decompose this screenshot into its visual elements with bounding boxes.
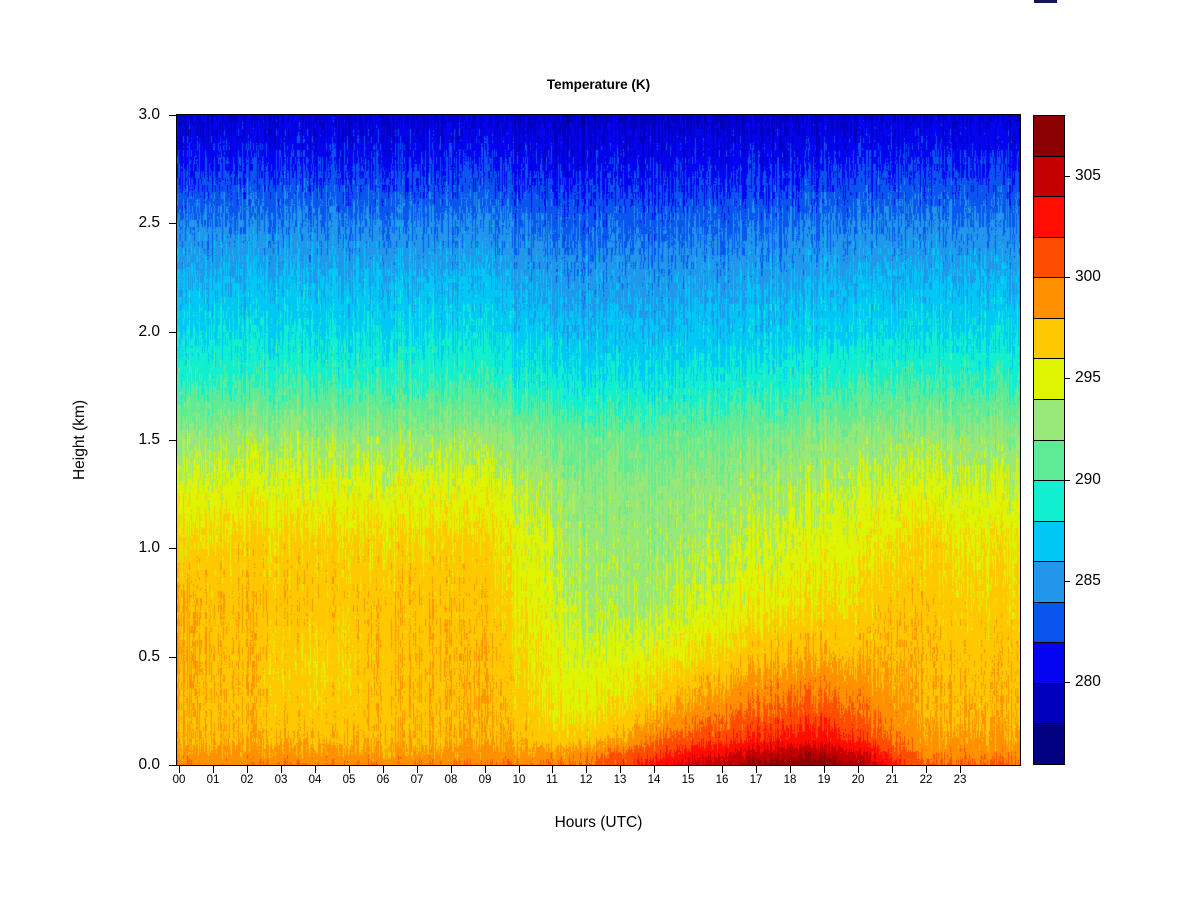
- y-tick-label: 1.0: [138, 539, 160, 556]
- x-tick-label: 11: [546, 774, 558, 786]
- x-tick-label: 09: [478, 774, 492, 786]
- x-tick-mark: [315, 766, 316, 773]
- colorbar-tick-mark: [1064, 480, 1070, 481]
- x-tick-label: 06: [376, 774, 390, 786]
- x-tick-mark: [790, 766, 791, 773]
- x-tick-label: 03: [274, 774, 288, 786]
- y-tick-mark: [169, 223, 176, 224]
- colorbar-tick-label: 285: [1075, 572, 1101, 589]
- colorbar-block: [1034, 642, 1064, 683]
- colorbar-block: [1034, 277, 1064, 318]
- x-tick-label: 15: [681, 774, 695, 786]
- x-tick-mark: [858, 766, 859, 773]
- colorbar-block: [1034, 358, 1064, 399]
- x-tick-label: 04: [308, 774, 322, 786]
- y-tick-mark: [169, 765, 176, 766]
- y-tick-label: 3.0: [138, 106, 160, 123]
- colorbar-block: [1034, 480, 1064, 521]
- colorbar-block: [1034, 236, 1064, 278]
- x-tick-label: 10: [512, 774, 526, 786]
- x-tick-label: 21: [885, 774, 899, 786]
- x-tick-mark: [383, 766, 384, 773]
- colorbar-block: [1034, 155, 1064, 197]
- colorbar-tick-mark: [1064, 378, 1070, 379]
- x-tick-mark: [519, 766, 520, 773]
- colorbar-tick-label: 295: [1075, 369, 1101, 386]
- x-tick-label: 12: [579, 774, 593, 786]
- x-tick-mark: [213, 766, 214, 773]
- colorbar-block: [1034, 601, 1064, 643]
- y-tick-label: 2.5: [138, 214, 160, 231]
- colorbar-block: [1034, 317, 1064, 359]
- y-tick-label: 1.5: [138, 431, 160, 448]
- x-tick-label: 07: [410, 774, 424, 786]
- y-tick-mark: [169, 657, 176, 658]
- x-tick-label: 17: [749, 774, 763, 786]
- x-tick-mark: [417, 766, 418, 773]
- x-tick-mark: [722, 766, 723, 773]
- x-tick-label: 05: [342, 774, 356, 786]
- x-tick-mark: [281, 766, 282, 773]
- screen-edge-artifact: [1034, 0, 1057, 3]
- colorbar-block: [1034, 116, 1064, 156]
- x-tick-label: 18: [783, 774, 797, 786]
- colorbar-block: [1034, 520, 1064, 562]
- colorbar-tick-label: 305: [1075, 167, 1101, 184]
- x-tick-mark: [179, 766, 180, 773]
- x-tick-mark: [824, 766, 825, 773]
- heatmap-canvas: [177, 115, 1020, 765]
- colorbar-block: [1034, 682, 1064, 724]
- x-tick-label: 01: [206, 774, 220, 786]
- x-tick-mark: [756, 766, 757, 773]
- x-tick-mark: [892, 766, 893, 773]
- x-tick-label: 08: [444, 774, 458, 786]
- y-tick-mark: [169, 332, 176, 333]
- colorbar-block: [1034, 439, 1064, 481]
- colorbar-tick-mark: [1064, 176, 1070, 177]
- x-tick-label: 13: [613, 774, 627, 786]
- colorbar-tick-label: 300: [1075, 268, 1101, 285]
- x-tick-label: 02: [240, 774, 254, 786]
- x-tick-mark: [654, 766, 655, 773]
- colorbar-tick-label: 280: [1075, 673, 1101, 690]
- x-tick-label: 19: [817, 774, 831, 786]
- x-tick-label: 23: [953, 774, 967, 786]
- x-tick-label: 14: [647, 774, 661, 786]
- colorbar-block: [1034, 398, 1064, 440]
- colorbar-tick-mark: [1064, 682, 1070, 683]
- x-tick-mark: [247, 766, 248, 773]
- y-axis-label: Height (km): [71, 399, 88, 481]
- chart-title: Temperature (K): [546, 77, 651, 92]
- y-tick-label: 0.0: [138, 756, 160, 773]
- x-tick-mark: [926, 766, 927, 773]
- x-tick-mark: [688, 766, 689, 773]
- colorbar-block: [1034, 723, 1064, 764]
- colorbar-block: [1034, 196, 1064, 237]
- x-tick-mark: [451, 766, 452, 773]
- colorbar-block: [1034, 561, 1064, 602]
- y-tick-label: 2.0: [138, 323, 160, 340]
- y-tick-mark: [169, 115, 176, 116]
- y-tick-mark: [169, 440, 176, 441]
- x-tick-label: 00: [172, 774, 186, 786]
- x-tick-mark: [552, 766, 553, 773]
- x-tick-mark: [960, 766, 961, 773]
- y-tick-label: 0.5: [138, 648, 160, 665]
- colorbar: [1033, 115, 1065, 765]
- x-tick-mark: [485, 766, 486, 773]
- x-tick-mark: [620, 766, 621, 773]
- x-tick-label: 22: [919, 774, 933, 786]
- x-tick-mark: [349, 766, 350, 773]
- colorbar-tick-label: 290: [1075, 471, 1101, 488]
- x-tick-label: 20: [851, 774, 865, 786]
- colorbar-tick-mark: [1064, 277, 1070, 278]
- x-axis-label: Hours (UTC): [554, 814, 643, 831]
- colorbar-tick-mark: [1064, 581, 1070, 582]
- y-tick-mark: [169, 548, 176, 549]
- x-tick-mark: [586, 766, 587, 773]
- heatmap-plot-area: [176, 114, 1021, 766]
- x-tick-label: 16: [715, 774, 729, 786]
